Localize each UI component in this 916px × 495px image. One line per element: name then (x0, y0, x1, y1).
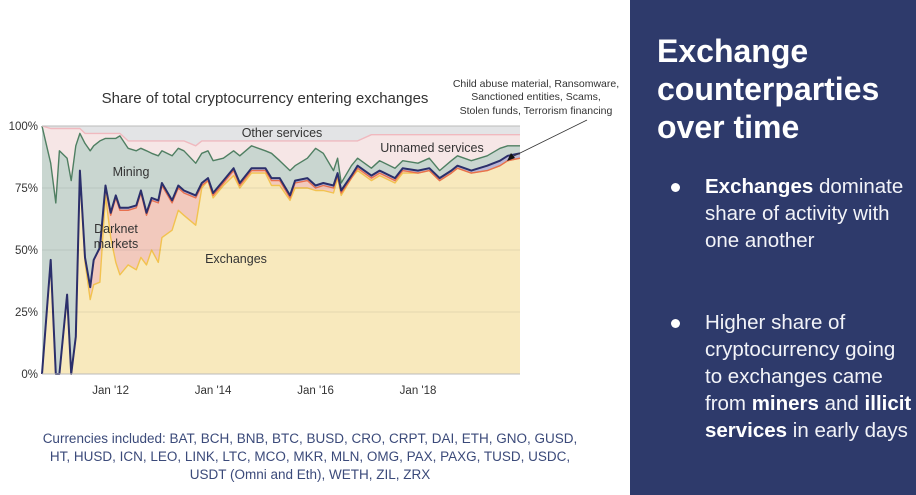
annotation-arrow-line (509, 119, 588, 159)
x-tick-label: Jan '14 (195, 385, 232, 397)
x-tick-label: Jan '18 (400, 385, 437, 397)
y-tick-label: 100% (9, 121, 38, 133)
bullet-2-text-2: and (818, 392, 865, 415)
bullet-1-bold: Exchanges (705, 175, 814, 198)
label-darknet-1: Darknet (94, 222, 138, 236)
y-tick-label: 25% (15, 307, 38, 319)
label-illicit-2: Sanctioned entities, Scams, (471, 91, 601, 103)
label-illicit-1: Child abuse material, Ransomware, (453, 78, 619, 90)
y-tick-label: 0% (21, 369, 38, 381)
label-other-services: Other services (242, 126, 323, 140)
chart-title: Share of total cryptocurrency entering e… (102, 90, 429, 107)
summary-panel: Exchange counterparties over time Exchan… (630, 0, 916, 495)
bullet-2-text-1: Higher share of cryptocurrency going to … (705, 311, 896, 415)
x-axis-labels: Jan '12 Jan '14 Jan '16 Jan '18 (92, 385, 436, 397)
area-unnamed-services (42, 126, 520, 203)
bullet-2-text-3: in early days (787, 419, 908, 442)
annotation-arrow-head-icon (507, 153, 515, 161)
area-darknet-markets (42, 158, 520, 374)
y-tick-label: 75% (15, 183, 38, 195)
label-mining: Mining (113, 165, 150, 179)
bullet-1: Exchanges dominate share of activity wit… (671, 173, 915, 254)
bullet-2-bold-illicit: illicit services (705, 392, 912, 442)
label-illicit-3: Stolen funds, Terrorism financing (460, 105, 613, 117)
line-child-abuse-material (41, 152, 521, 375)
bullet-2-bold-miners: miners (751, 392, 819, 415)
line-exchanges (41, 157, 521, 375)
label-exchanges: Exchanges (205, 252, 267, 266)
area-exchanges (42, 158, 520, 374)
stacked-area-chart: Share of total cryptocurrency entering e… (9, 78, 620, 397)
label-unnamed-services: Unnamed services (380, 141, 484, 155)
bullet-2: Higher share of cryptocurrency going to … (671, 309, 915, 444)
gridlines (42, 125, 520, 375)
bullet-dot-icon (671, 319, 680, 328)
x-tick-label: Jan '12 (92, 385, 129, 397)
x-tick-label: Jan '16 (297, 385, 334, 397)
slide-chart-area: Share of total cryptocurrency entering e… (8, 78, 620, 482)
y-tick-label: 50% (15, 245, 38, 257)
panel-title: Exchange counterparties over time (657, 33, 880, 145)
bullet-1-text: dominate share of activity with one anot… (705, 175, 904, 252)
label-darknet-2: markets (94, 237, 138, 251)
line-unnamed-services (41, 125, 520, 147)
currencies-note: Currencies included: BAT, BCH, BNB, BTC,… (42, 431, 578, 482)
line-mining (41, 125, 520, 204)
bullet-dot-icon (671, 183, 680, 192)
y-axis-labels: 0% 25% 50% 75% 100% (9, 121, 38, 381)
plot-layers (41, 125, 521, 375)
